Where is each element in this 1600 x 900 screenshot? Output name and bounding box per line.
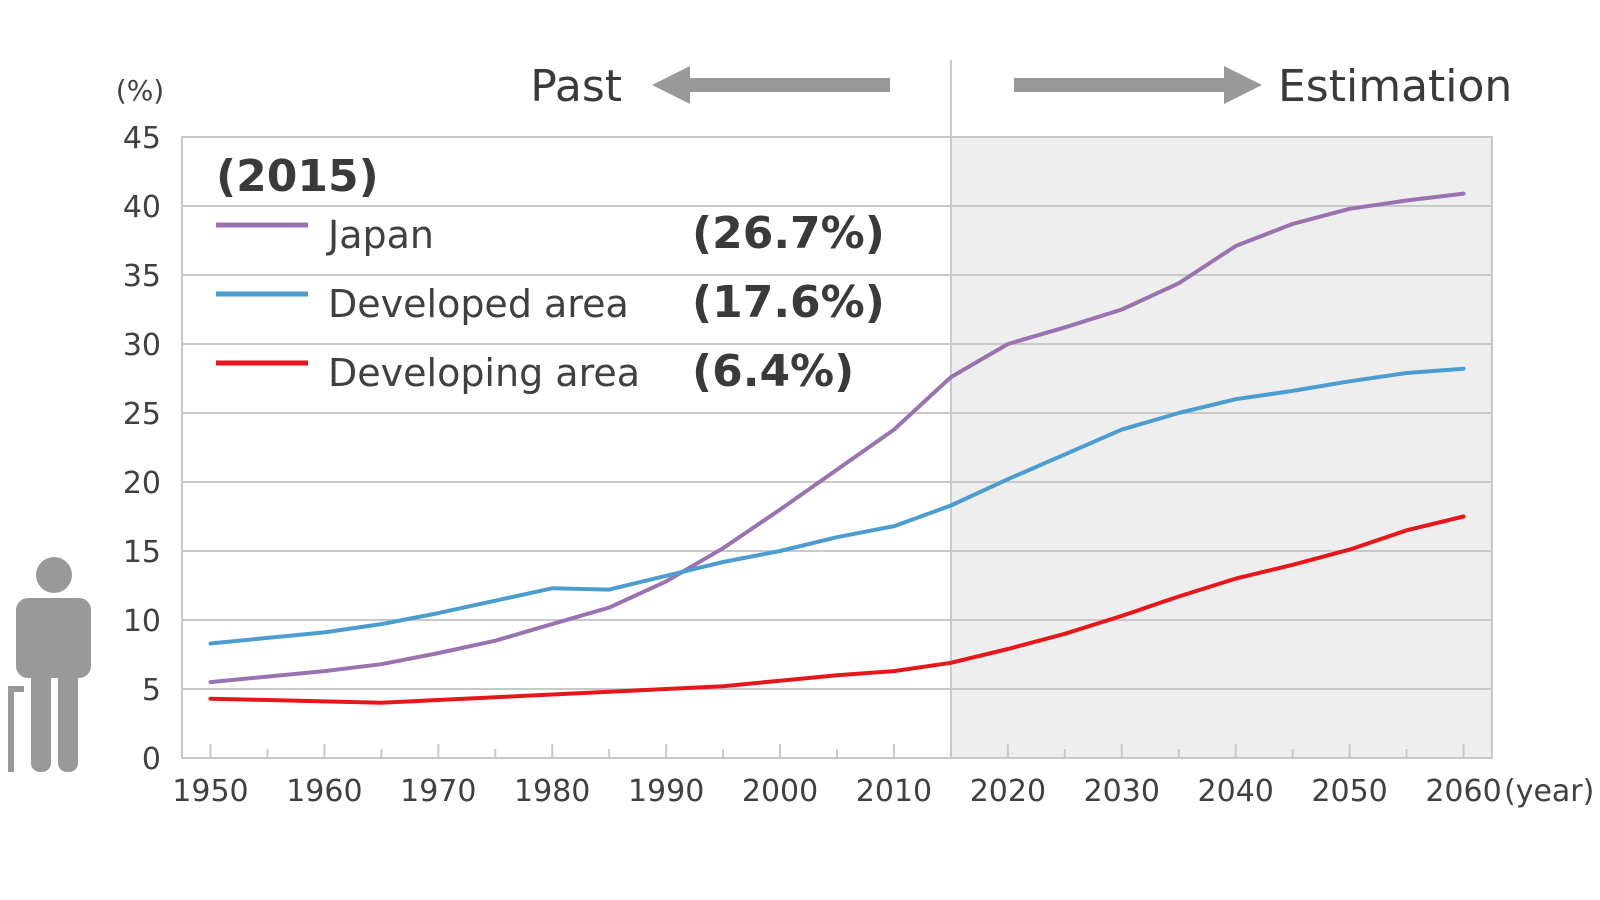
y-tick-label: 40 — [123, 190, 161, 225]
x-tick-label: 2030 — [1084, 774, 1160, 809]
x-tick-label: 1950 — [172, 774, 248, 809]
estimation-label: Estimation — [1278, 61, 1512, 112]
x-tick-label: 2060 — [1425, 774, 1501, 809]
y-axis-label: (%) — [116, 74, 164, 107]
x-tick-label: 2050 — [1311, 774, 1387, 809]
legend-value: (26.7%) — [692, 208, 885, 259]
x-tick-label: 1980 — [514, 774, 590, 809]
y-tick-label: 0 — [142, 742, 161, 777]
x-tick-label: 1990 — [628, 774, 704, 809]
x-tick-label: 2010 — [856, 774, 932, 809]
arrow-right-icon — [1014, 66, 1262, 104]
y-axis-ticks: 0 5 10 15 20 25 30 35 40 45 — [123, 121, 161, 777]
y-tick-label: 30 — [123, 328, 161, 363]
legend-title: (2015) — [216, 151, 379, 202]
x-tick-label: 1960 — [286, 774, 362, 809]
legend-value: (6.4%) — [692, 346, 854, 397]
x-tick-label: 1970 — [400, 774, 476, 809]
series-line-developed-area — [208, 366, 1466, 646]
y-tick-label: 25 — [123, 397, 161, 432]
x-tick-label: 2020 — [970, 774, 1046, 809]
legend-label: Japan — [326, 213, 434, 257]
y-tick-label: 20 — [123, 466, 161, 501]
y-tick-label: 15 — [123, 535, 161, 570]
legend: (2015) Japan (26.7%) Developed area (17.6%)… — [216, 151, 885, 397]
y-tick-label: 5 — [142, 673, 161, 708]
x-axis-ticks: 1950 1960 1970 1980 1990 2000 2010 2020 2030 2040… — [172, 744, 1502, 809]
arrow-left-icon — [652, 66, 890, 104]
y-tick-label: 45 — [123, 121, 161, 156]
past-label: Past — [530, 61, 622, 112]
legend-label: Developing area — [328, 351, 640, 395]
x-axis-label: (year) — [1504, 774, 1594, 809]
legend-label: Developed area — [328, 282, 629, 326]
x-tick-label: 2040 — [1198, 774, 1274, 809]
series-lines — [208, 191, 1466, 705]
elderly-person-with-cane-icon — [8, 557, 91, 772]
series-line-developing-area — [208, 514, 1466, 705]
y-tick-label: 10 — [123, 604, 161, 639]
series-line-japan — [208, 191, 1466, 685]
estimation-region — [950, 137, 1492, 758]
y-tick-label: 35 — [123, 259, 161, 294]
x-tick-label: 2000 — [742, 774, 818, 809]
legend-value: (17.6%) — [692, 277, 885, 328]
